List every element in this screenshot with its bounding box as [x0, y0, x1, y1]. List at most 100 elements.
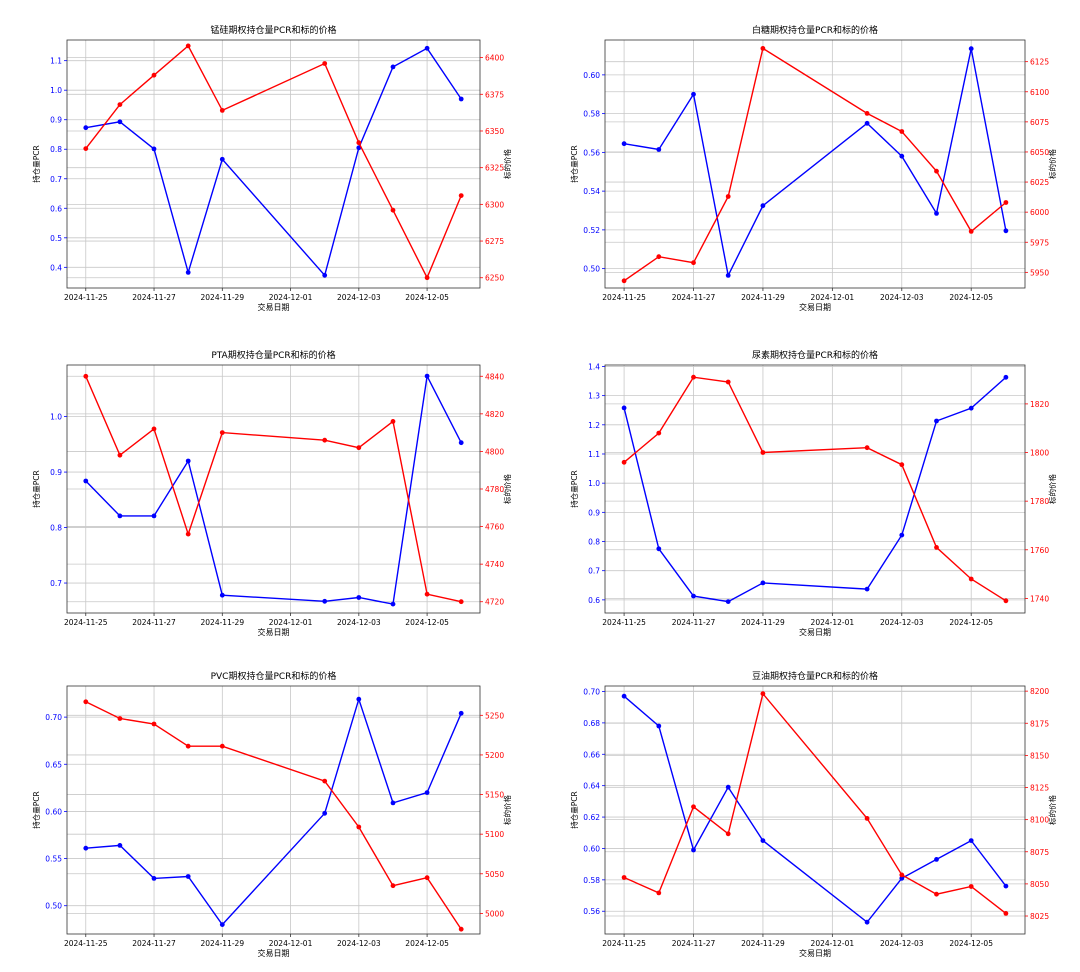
- pcr-data-point: [934, 857, 939, 862]
- pcr-data-point: [691, 593, 696, 599]
- x-tick-label: 2024-11-27: [672, 293, 716, 302]
- price-series-line: [623, 692, 1007, 914]
- x-axis-label: 交易日期: [799, 302, 831, 312]
- pcr-data-point: [322, 598, 328, 604]
- left-tick-label: 0.9: [50, 116, 62, 125]
- x-tick-label: 2024-11-29: [201, 293, 245, 302]
- price-data-point: [322, 437, 328, 443]
- price-data-point: [424, 875, 430, 881]
- price-data-point: [424, 275, 430, 281]
- x-tick-label: 2024-11-25: [602, 293, 646, 302]
- price-data-point: [117, 452, 123, 458]
- pcr-series-line: [85, 696, 462, 926]
- pcr-data-point: [760, 838, 766, 843]
- left-tick-label: 1.4: [588, 362, 600, 371]
- price-series-line: [623, 376, 1007, 602]
- right-tick-label: 4840: [485, 372, 504, 381]
- price-data-point: [356, 824, 362, 830]
- right-tick-label: 6325: [485, 164, 504, 173]
- pcr-data-point: [725, 599, 731, 604]
- x-tick-label: 2024-11-25: [64, 939, 108, 948]
- left-tick-label: 0.65: [45, 760, 62, 769]
- price-data-point: [725, 379, 731, 385]
- pcr-data-point: [424, 373, 430, 379]
- right-tick-label: 8075: [1030, 848, 1049, 857]
- left-tick-label: 0.7: [588, 567, 600, 576]
- x-axis-label: 交易日期: [799, 948, 831, 958]
- price-data-point: [117, 102, 123, 107]
- x-tick-label: 2024-12-03: [880, 293, 924, 302]
- price-data-point: [725, 194, 731, 199]
- x-tick-label: 2024-11-29: [741, 939, 785, 948]
- right-axis-label: 标的价格: [502, 149, 512, 179]
- price-data-point: [151, 721, 157, 727]
- left-tick-label: 0.58: [583, 110, 600, 119]
- left-tick-label: 0.9: [588, 508, 600, 517]
- x-tick-label: 2024-11-29: [201, 939, 245, 948]
- pcr-data-point: [899, 532, 905, 538]
- right-tick-label: 5250: [485, 711, 504, 720]
- pcr-data-point: [934, 211, 939, 216]
- price-data-point: [656, 430, 662, 436]
- right-tick-label: 5200: [485, 751, 504, 760]
- price-data-point: [322, 61, 328, 66]
- pcr-data-point: [117, 119, 123, 125]
- x-tick-label: 2024-12-03: [337, 293, 381, 302]
- pcr-series-line: [623, 48, 1007, 278]
- x-tick-label: 2024-11-27: [672, 618, 716, 627]
- left-axis-label: 持仓量PCR: [31, 791, 41, 828]
- price-data-point: [219, 430, 225, 435]
- pcr-data-point: [117, 513, 123, 519]
- pcr-data-point: [390, 800, 396, 806]
- price-series-line: [85, 701, 462, 930]
- price-data-point: [458, 193, 464, 199]
- left-tick-label: 0.70: [583, 687, 600, 696]
- price-data-point: [621, 459, 627, 465]
- x-tick-label: 2024-11-27: [132, 618, 176, 627]
- price-data-point: [390, 883, 396, 889]
- x-tick-label: 2024-12-01: [811, 939, 855, 948]
- pcr-data-point: [725, 784, 731, 790]
- left-tick-label: 0.7: [50, 175, 62, 184]
- x-tick-label: 2024-11-29: [741, 293, 785, 302]
- price-data-point: [185, 43, 191, 49]
- price-data-point: [185, 743, 191, 749]
- right-tick-label: 8125: [1030, 784, 1049, 793]
- left-tick-label: 1.1: [50, 57, 62, 66]
- x-tick-label: 2024-12-01: [269, 293, 313, 302]
- left-axis-label: 持仓量PCR: [31, 145, 41, 182]
- pcr-data-point: [390, 64, 396, 70]
- x-tick-label: 2024-12-05: [949, 293, 993, 302]
- pcr-data-point: [390, 601, 396, 607]
- right-tick-label: 5000: [485, 909, 504, 918]
- right-tick-label: 1780: [1030, 497, 1049, 506]
- pcr-data-point: [656, 723, 662, 729]
- right-tick-label: 6300: [485, 200, 504, 209]
- pcr-data-point: [424, 790, 430, 795]
- pcr-data-point: [621, 693, 627, 699]
- left-tick-label: 0.54: [583, 187, 600, 196]
- pcr-data-point: [356, 595, 362, 600]
- chart-title: 豆油期权持仓量PCR和标的价格: [752, 670, 878, 682]
- right-tick-label: 8050: [1030, 880, 1049, 889]
- pcr-data-point: [356, 696, 362, 702]
- left-tick-label: 1.1: [588, 450, 600, 459]
- price-data-point: [934, 545, 939, 550]
- right-tick-label: 4820: [485, 410, 504, 419]
- right-tick-label: 4740: [485, 560, 504, 569]
- pcr-data-point: [864, 120, 870, 126]
- price-data-point: [691, 260, 696, 266]
- pcr-data-point: [117, 843, 123, 848]
- right-tick-label: 6250: [485, 274, 504, 283]
- x-tick-label: 2024-11-29: [201, 618, 245, 627]
- price-data-point: [1003, 598, 1009, 604]
- left-tick-label: 0.8: [50, 145, 62, 154]
- pcr-series-line: [85, 373, 462, 605]
- pcr-data-point: [864, 919, 870, 925]
- price-series-line: [85, 44, 462, 280]
- price-data-point: [621, 278, 627, 284]
- chart-title: 尿素期权持仓量PCR和标的价格: [752, 349, 878, 361]
- right-tick-label: 1800: [1030, 449, 1049, 458]
- pcr-data-point: [1003, 374, 1009, 380]
- x-tick-label: 2024-11-25: [602, 618, 646, 627]
